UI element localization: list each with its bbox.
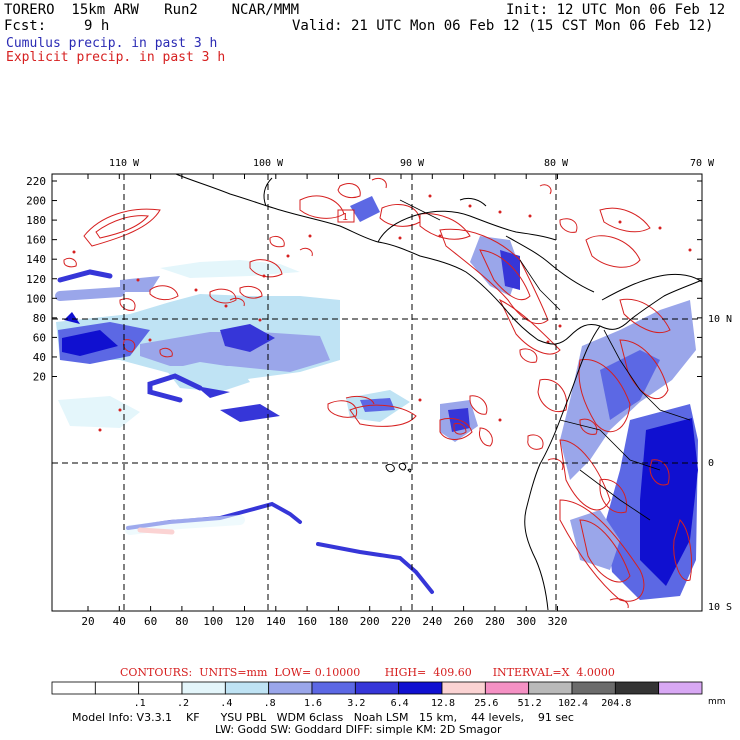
x-tick-label: 40 [113, 615, 126, 628]
x-tick-label: 260 [454, 615, 474, 628]
station-marker [337, 209, 355, 223]
y-tick-label: 220 [26, 175, 46, 188]
x-tick-label: 320 [548, 615, 568, 628]
lat-label-10s: 10 S [708, 602, 732, 613]
colorbar-swatch [441, 681, 486, 695]
model-info-line2: LW: Godd SW: Goddard DIFF: simple KM: 2D… [215, 723, 502, 736]
x-axis: 20 40 60 80 100 120 140 160 180 200 220 240 260 280 30… [81, 174, 567, 628]
contour-info: CONTOURS: UNITS=mm LOW= 0.10000 HIGH= 40… [120, 666, 615, 679]
x-tick-label: 280 [485, 615, 505, 628]
x-tick-label: 60 [144, 615, 157, 628]
colorbar-swatch [484, 681, 530, 695]
x-tick-label: 100 [203, 615, 223, 628]
lat-label-0: 0 [708, 458, 714, 469]
lon-label-100w: 100 W [253, 158, 284, 169]
model-info-line1: Model Info: V3.3.1 KF YSU PBL WDM 6class… [72, 711, 574, 724]
colorbar-swatch [51, 681, 96, 695]
colorbar-label: 204.8 [601, 698, 631, 709]
lon-label-90w: 90 W [400, 158, 425, 169]
y-tick-label: 20 [33, 371, 46, 384]
y-tick-label: 120 [26, 273, 46, 286]
y-tick-label: 100 [26, 292, 46, 305]
colorbar-swatch [658, 681, 703, 695]
colorbar-label: 12.8 [431, 698, 455, 709]
model-title: TORERO 15km ARW Run2 NCAR/MMM [4, 2, 300, 18]
explicit-precip-contours [63, 177, 693, 609]
colorbar-label: .4 [220, 698, 232, 709]
cumulus-precip-label: Cumulus precip. in past 3 h [6, 36, 218, 51]
x-tick-label: 300 [516, 615, 536, 628]
station-marker-label: 1 [342, 212, 348, 223]
x-tick-label: 220 [391, 615, 411, 628]
colorbar-label: .2 [177, 698, 189, 709]
colorbar-swatch [181, 681, 226, 695]
colorbar-swatch [354, 681, 400, 695]
country-borders [399, 199, 691, 521]
cumulus-precip-areas [56, 196, 698, 600]
lon-label-80w: 80 W [544, 158, 569, 169]
lon-label-70w: 70 W [690, 158, 715, 169]
y-tick-label: 200 [26, 195, 46, 208]
colorbar-swatch [311, 681, 356, 695]
y-tick-label: 60 [33, 331, 46, 344]
x-tick-label: 120 [235, 615, 255, 628]
colorbar-label: .1 [134, 698, 146, 709]
y-tick-label: 180 [26, 214, 46, 227]
colorbar-swatch [614, 681, 660, 695]
x-tick-label: 240 [422, 615, 442, 628]
colorbar-label: 3.2 [347, 698, 365, 709]
x-tick-label: 80 [175, 615, 188, 628]
lat-label-10n: 10 N [708, 314, 732, 325]
lon-label-110w: 110 W [109, 158, 140, 169]
colorbar-swatch [94, 681, 140, 695]
colorbar-unit: mm [708, 697, 726, 707]
x-tick-label: 160 [297, 615, 317, 628]
colorbar-swatch [528, 681, 573, 695]
coastlines [175, 173, 703, 611]
colorbar-label: 25.6 [474, 698, 498, 709]
x-tick-label: 140 [266, 615, 286, 628]
explicit-precip-specks [72, 194, 692, 432]
colorbar-label: 6.4 [391, 698, 409, 709]
valid-time: Valid: 21 UTC Mon 06 Feb 12 (15 CST Mon … [292, 18, 714, 34]
graticule [52, 174, 702, 611]
y-tick-label: 160 [26, 234, 46, 247]
y-axis: 220 200 180 160 140 120 100 80 60 40 20 [26, 175, 702, 384]
colorbar-labels: .1 .2 .4 .8 1.6 3.2 6.4 12.8 25.6 51.2 102.4 204.8 [134, 698, 632, 709]
colorbar-label: 102.4 [558, 698, 588, 709]
x-tick-label: 20 [81, 615, 94, 628]
colorbar-swatch [571, 681, 616, 695]
x-tick-label: 180 [328, 615, 348, 628]
colorbar-swatch [138, 681, 183, 695]
init-time: Init: 12 UTC Mon 06 Feb 12 [506, 2, 726, 18]
y-tick-label: 140 [26, 253, 46, 266]
x-tick-label: 200 [360, 615, 380, 628]
forecast-hours: 9 h [84, 18, 110, 34]
colorbar-swatch [224, 681, 270, 695]
colorbar-label: 51.2 [518, 698, 542, 709]
forecast-label: Fcst: [4, 18, 47, 34]
colorbar-swatch [398, 681, 443, 695]
y-tick-label: 40 [33, 351, 46, 364]
cumulus-bands [55, 269, 434, 594]
colorbar-swatch [268, 681, 313, 695]
precip-colorbar [51, 681, 703, 695]
explicit-precip-label: Explicit precip. in past 3 h [6, 50, 226, 65]
colorbar-label: 1.6 [304, 698, 322, 709]
colorbar-label: .8 [264, 698, 276, 709]
y-tick-label: 80 [33, 312, 46, 325]
